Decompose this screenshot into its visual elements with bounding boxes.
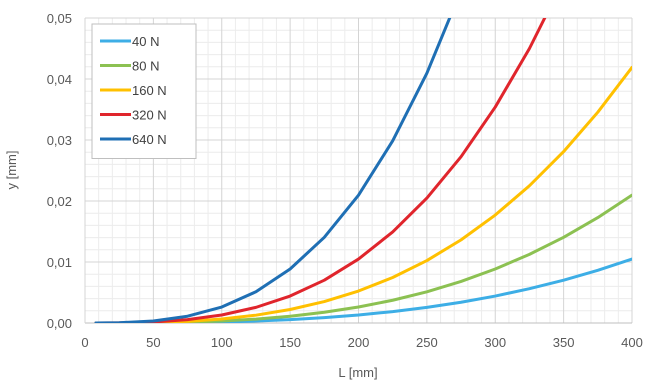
x-tick-label: 0: [81, 335, 88, 350]
legend-label: 80 N: [132, 59, 159, 74]
x-tick-label: 200: [348, 335, 370, 350]
legend-label: 320 N: [132, 108, 167, 123]
x-tick-label: 250: [416, 335, 438, 350]
series-line: [94, 18, 547, 323]
y-tick-labels: 0,00 0,01 0,02 0,03 0,04 0,05: [47, 11, 72, 331]
y-tick-label: 0,01: [47, 255, 72, 270]
series-line: [94, 257, 632, 323]
legend: 40 N 80 N 160 N 320 N 640 N: [91, 23, 197, 159]
y-tick-label: 0,00: [47, 316, 72, 331]
x-axis-title: L [mm]: [338, 365, 377, 380]
x-tick-label: 300: [484, 335, 506, 350]
legend-label: 160 N: [132, 83, 167, 98]
x-tick-label: 400: [621, 335, 643, 350]
y-axis-title: y [mm]: [4, 151, 19, 190]
y-tick-label: 0,03: [47, 133, 72, 148]
x-tick-labels: 0 50 100 150 200 250 300 350 400: [81, 335, 642, 350]
y-tick-label: 0,02: [47, 194, 72, 209]
series-lines: [94, 18, 632, 323]
y-tick-label: 0,05: [47, 11, 72, 26]
x-tick-label: 50: [146, 335, 160, 350]
x-tick-label: 150: [279, 335, 301, 350]
series-line: [94, 18, 452, 323]
x-tick-label: 100: [211, 335, 233, 350]
x-tick-label: 350: [553, 335, 575, 350]
series-line: [94, 193, 632, 323]
y-tick-label: 0,04: [47, 72, 72, 87]
legend-label: 40 N: [132, 34, 159, 49]
legend-label: 640 N: [132, 132, 167, 147]
